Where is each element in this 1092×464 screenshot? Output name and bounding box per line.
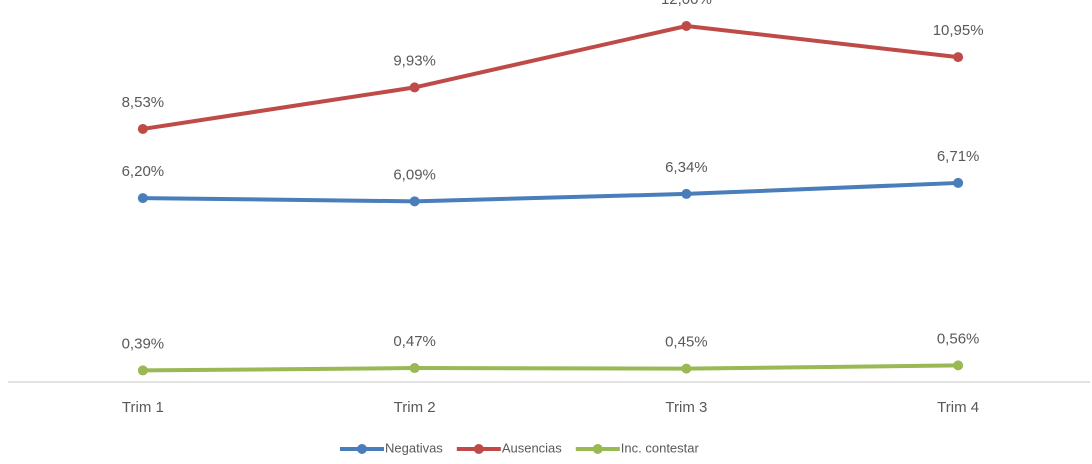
- data-label: 12,00%: [661, 0, 712, 8]
- data-label: 6,34%: [665, 159, 708, 176]
- series-line: [142, 180, 959, 204]
- data-label: 0,56%: [937, 330, 980, 347]
- x-tick-label: Trim 3: [665, 399, 707, 416]
- data-point: [953, 360, 964, 371]
- data-point: [953, 52, 964, 63]
- data-label: 0,47%: [393, 333, 436, 350]
- legend-marker: [473, 444, 484, 454]
- series-line: [142, 363, 959, 373]
- data-point: [681, 188, 692, 199]
- data-label: 9,93%: [393, 52, 436, 69]
- data-label: 6,71%: [937, 148, 980, 165]
- legend-label: Ausencias: [502, 440, 562, 455]
- data-label: 10,95%: [933, 22, 984, 39]
- data-label: 6,09%: [393, 166, 436, 183]
- series-line: [142, 24, 959, 131]
- data-point: [681, 363, 692, 374]
- data-point: [409, 363, 420, 374]
- legend-marker: [357, 444, 367, 454]
- data-point: [137, 123, 148, 134]
- legend-label: Inc. contestar: [621, 440, 700, 455]
- data-point: [409, 82, 420, 93]
- data-point: [409, 196, 420, 207]
- data-point: [137, 193, 148, 204]
- data-label: 8,53%: [122, 94, 165, 111]
- data-label: 0,45%: [665, 334, 708, 351]
- legend-label: Negativas: [385, 440, 443, 455]
- data-label: 6,20%: [122, 163, 165, 180]
- data-label: 0,39%: [122, 335, 165, 352]
- x-tick-label: Trim 4: [937, 399, 979, 416]
- data-point: [953, 177, 964, 188]
- data-point: [681, 21, 692, 31]
- x-tick-label: Trim 1: [122, 399, 164, 416]
- legend-marker: [592, 444, 603, 454]
- data-point: [137, 365, 148, 376]
- x-tick-label: Trim 2: [394, 399, 436, 416]
